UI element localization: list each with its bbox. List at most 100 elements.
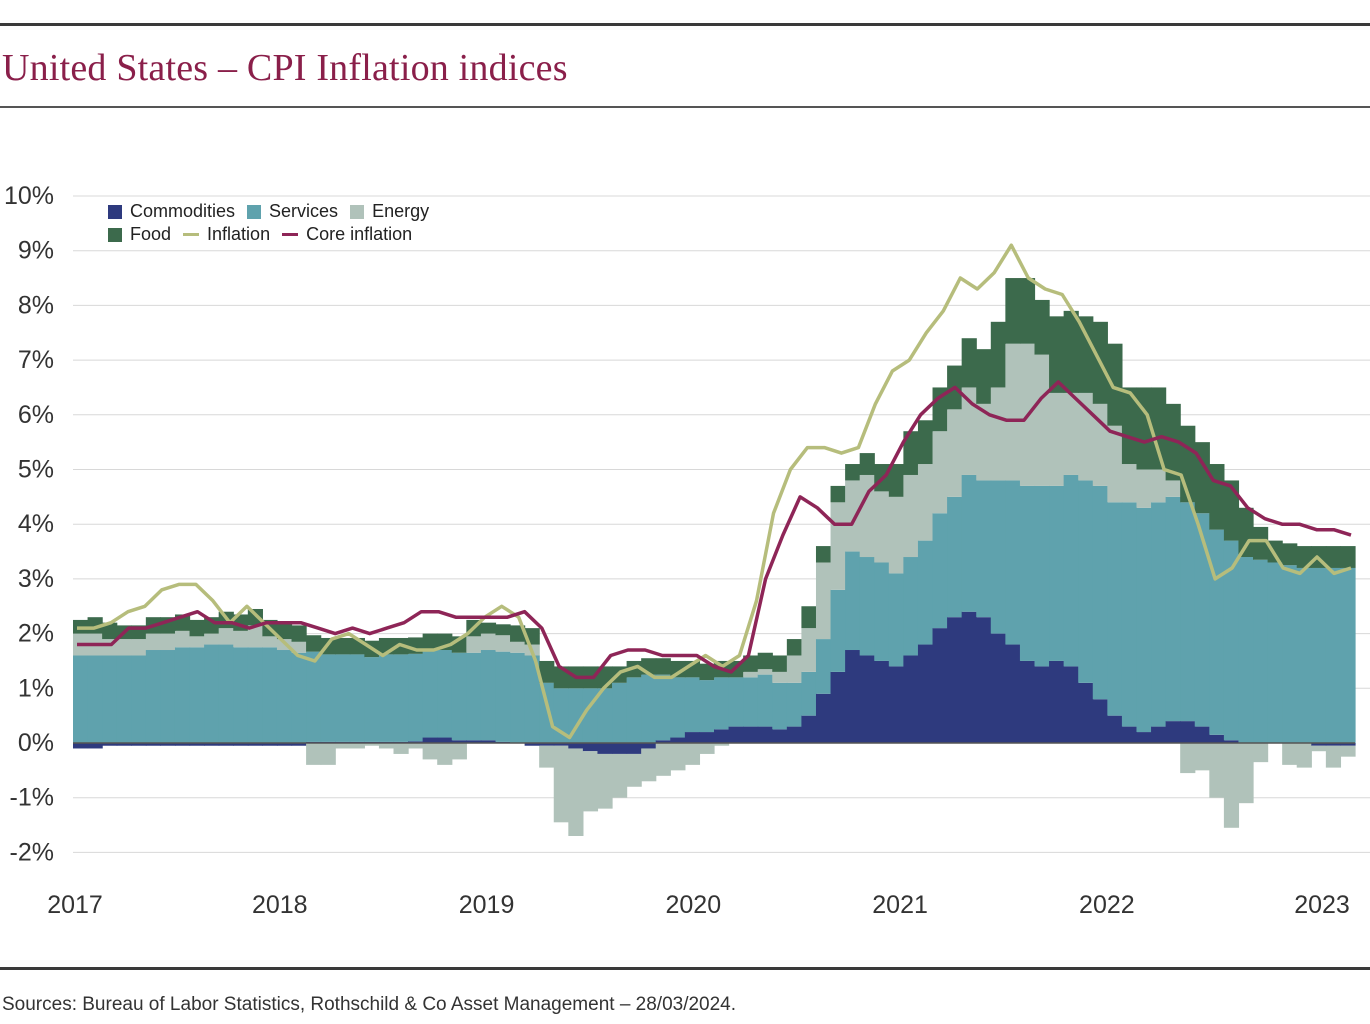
bar-energy [1223, 743, 1240, 828]
x-axis-labels: 2017 2018 2019 2020 2021 2022 2023 [47, 891, 1350, 919]
bar-commodities [553, 743, 569, 746]
x-tick-label: 2019 [459, 891, 515, 919]
bar-energy [830, 502, 846, 590]
bar-services [801, 671, 817, 716]
stacked-bars [73, 278, 1356, 836]
chart-canvas: 10%9%8%7%6%5%4%3%2%1%0%-1%-2% 2017 2018 20… [4, 182, 1370, 919]
bar-commodities [597, 743, 613, 754]
bar-services [1049, 485, 1065, 661]
bar-commodities [102, 743, 118, 746]
bar-energy [145, 633, 162, 651]
bar-energy [743, 671, 759, 678]
bar-food [1151, 387, 1167, 470]
legend-swatch-services [247, 204, 262, 219]
bar-services [772, 682, 788, 730]
bar-services [1194, 513, 1210, 727]
bar-commodities [1325, 743, 1342, 746]
bar-energy [757, 669, 773, 675]
bar-energy [466, 636, 482, 653]
legend-label-energy: Energy [372, 201, 430, 221]
bar-services [1267, 562, 1283, 743]
bar-energy [451, 743, 467, 760]
bar-commodities [874, 660, 890, 743]
bar-services [743, 677, 759, 727]
legend-item-core-inflation: Core inflation [282, 224, 412, 245]
bar-energy [1005, 343, 1021, 481]
bar-services [1311, 567, 1327, 743]
bar-commodities [262, 743, 278, 746]
bar-food [510, 625, 526, 642]
bar-services [612, 682, 628, 743]
y-tick-label: 9% [18, 237, 54, 265]
legend-line-core-inflation [282, 233, 299, 236]
y-tick-label: 8% [18, 291, 54, 319]
bar-food [102, 622, 118, 640]
x-tick-label: 2020 [666, 891, 722, 919]
bar-services [932, 513, 948, 629]
bar-food [1296, 546, 1312, 568]
x-tick-label: 2021 [872, 891, 928, 919]
bar-commodities [87, 743, 103, 749]
top-rule [0, 23, 1370, 26]
bar-commodities [218, 743, 234, 746]
bar-food [888, 464, 904, 497]
bar-services [976, 480, 992, 618]
bar-services [990, 480, 1006, 634]
bar-services [1180, 502, 1196, 722]
bar-energy [1151, 469, 1167, 503]
y-tick-label: -2% [10, 838, 54, 866]
bar-commodities [757, 726, 773, 743]
bar-services [320, 654, 336, 742]
bar-services [539, 682, 555, 743]
bar-commodities [1180, 721, 1196, 743]
title-rule [0, 106, 1370, 108]
bar-services [276, 650, 293, 743]
bar-commodities [1092, 699, 1108, 743]
bar-food [1107, 343, 1123, 426]
y-tick-label: 2% [18, 620, 54, 648]
bar-commodities [1049, 660, 1065, 743]
bottom-rule [0, 967, 1370, 970]
bar-food [801, 606, 817, 629]
bar-energy [772, 671, 788, 683]
bar-services [1209, 529, 1225, 735]
y-tick-label: 3% [18, 565, 54, 593]
bar-services [145, 650, 162, 743]
bar-energy [990, 387, 1006, 481]
bar-energy [131, 639, 147, 656]
bar-services [87, 655, 103, 743]
bar-services [1296, 567, 1312, 743]
legend-label-services: Services [269, 201, 339, 221]
bar-commodities [145, 743, 162, 746]
bar-commodities [976, 617, 992, 743]
bar-commodities [131, 743, 147, 746]
bar-commodities [1136, 732, 1152, 743]
bar-commodities [582, 743, 599, 752]
bar-food [1325, 546, 1342, 568]
bar-food [1223, 480, 1240, 541]
bar-services [626, 677, 642, 743]
bar-commodities [1151, 726, 1167, 743]
bar-commodities [859, 655, 875, 743]
bar-food [1136, 387, 1152, 470]
bar-services [174, 647, 191, 743]
bar-commodities [437, 737, 453, 743]
y-axis-labels: 10% 9% 8% 7% 6% 5% 4% 3% 2% 1% 0% -1% -2% [4, 182, 54, 866]
bar-food [786, 639, 803, 656]
bar-commodities [1209, 734, 1225, 743]
legend-label-commodities: Commodities [130, 201, 236, 221]
bar-food [859, 453, 875, 475]
legend-label-inflation: Inflation [207, 224, 271, 244]
bar-commodities [189, 743, 205, 746]
legend-item-energy: Energy [350, 201, 429, 222]
bar-services [597, 688, 613, 743]
bar-commodities [1005, 644, 1021, 743]
bar-commodities [291, 743, 307, 746]
bar-food [961, 338, 977, 388]
bar-food [917, 420, 934, 465]
bar-energy [888, 496, 904, 574]
bar-food [1005, 278, 1021, 344]
bar-energy [174, 630, 191, 648]
bar-services [1078, 480, 1094, 683]
bar-services [1092, 485, 1108, 700]
